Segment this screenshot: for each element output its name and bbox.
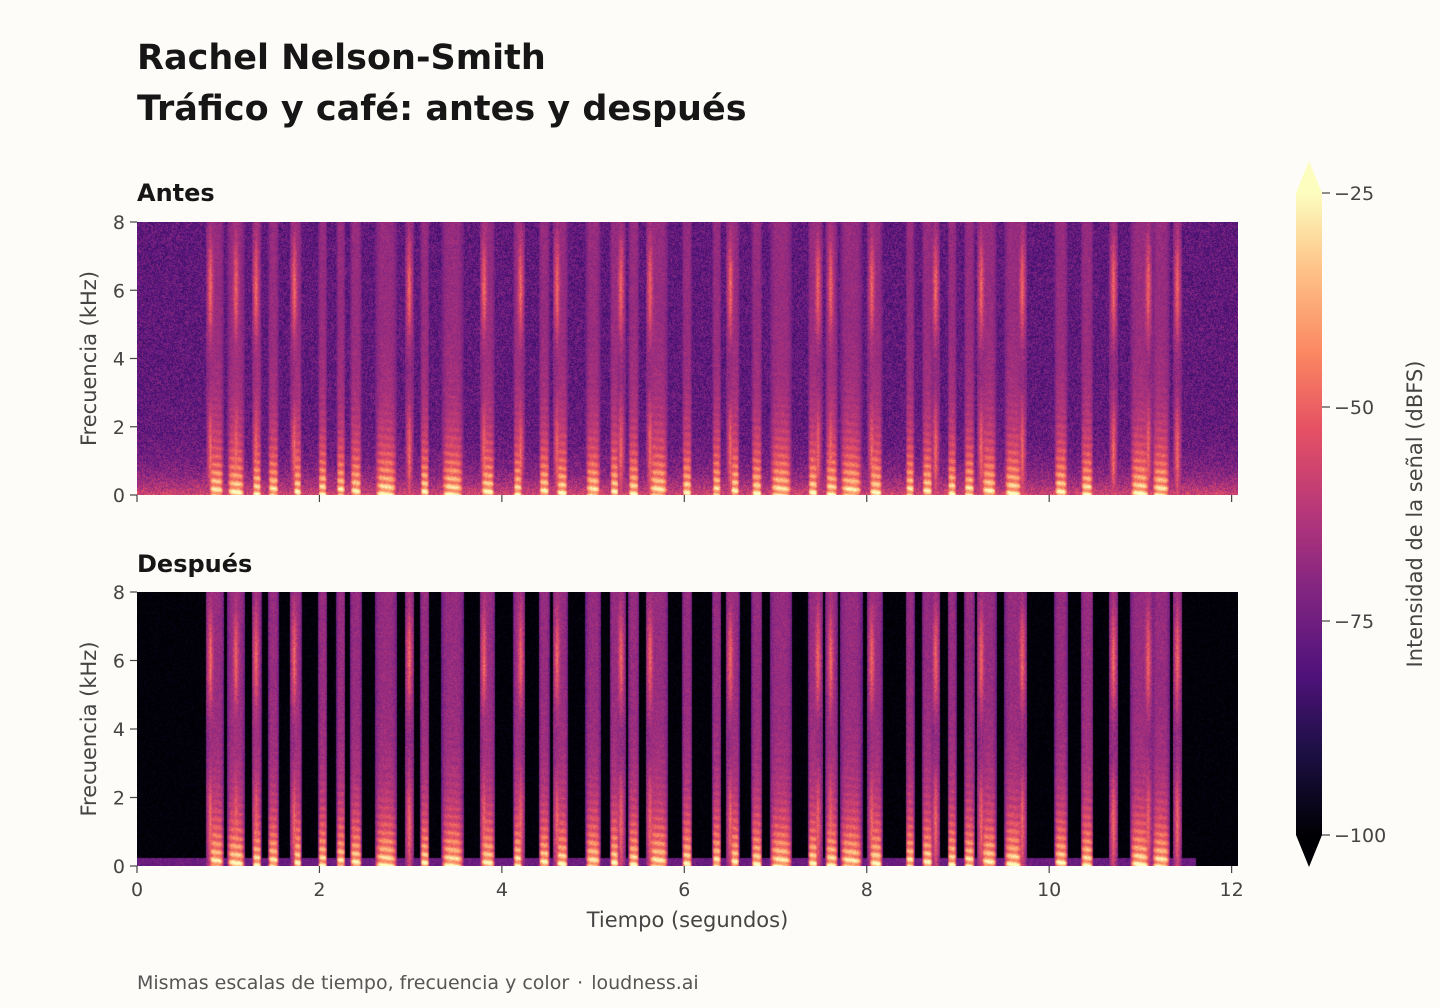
panel-title-after: Después [137, 550, 253, 578]
spectrogram-before-panel: 0 2 4 6 8 Frecuencia (kHz) [77, 212, 1238, 507]
footer: Mismas escalas de tiempo, frecuencia y c… [137, 972, 699, 994]
y-tick-label: 0 [113, 856, 125, 878]
colorbar-extend-max [1296, 161, 1322, 193]
y-tick-label: 2 [113, 417, 125, 439]
x-tick-label: 4 [496, 879, 508, 901]
colorbar-tick-label: −75 [1334, 611, 1374, 633]
y-axis-label: Frecuencia (kHz) [77, 271, 101, 446]
colorbar: −25 −50 −75 −100 Intensidad de la señal (dBF… [1296, 161, 1427, 867]
colorbar-label: Intensidad de la señal (dBFS) [1403, 361, 1427, 668]
footer-brand: loudness.ai [591, 972, 699, 994]
chart-title: Rachel Nelson-Smith [137, 38, 546, 78]
panel-title-before: Antes [137, 179, 215, 207]
x-tick-label: 2 [313, 879, 325, 901]
y-tick-label: 4 [113, 349, 125, 371]
colorbar-tick-label: −50 [1334, 397, 1374, 419]
colorbar-tick-label: −25 [1334, 183, 1374, 205]
footer-note: Mismas escalas de tiempo, frecuencia y c… [137, 972, 570, 994]
x-tick-label: 12 [1220, 879, 1244, 901]
x-axis-label: Tiempo (segundos) [586, 908, 789, 932]
spectrogram-after-panel: 0 2 4 6 8 0 2 4 6 8 10 12 Frecuencia (kHz) Tiempo (se… [77, 582, 1244, 932]
y-tick-label: 0 [113, 485, 125, 507]
colorbar-extend-min [1296, 835, 1322, 867]
chart-subtitle: Tráfico y café: antes y después [137, 89, 747, 129]
x-tick-label: 10 [1037, 879, 1061, 901]
x-tick-label: 8 [861, 879, 873, 901]
y-tick-label: 6 [113, 280, 125, 302]
spectrogram-before-image [137, 222, 1238, 495]
y-tick-label: 2 [113, 788, 125, 810]
y-tick-label: 8 [113, 212, 125, 234]
y-axis-label: Frecuencia (kHz) [77, 641, 101, 816]
y-tick-label: 8 [113, 582, 125, 604]
x-tick-label: 6 [678, 879, 690, 901]
colorbar-gradient [1296, 193, 1322, 835]
y-tick-label: 6 [113, 651, 125, 673]
footer-separator: · [577, 972, 584, 994]
x-tick-label: 0 [131, 879, 143, 901]
y-tick-label: 4 [113, 719, 125, 741]
spectrogram-after-image [137, 592, 1238, 866]
colorbar-tick-label: −100 [1334, 825, 1386, 847]
